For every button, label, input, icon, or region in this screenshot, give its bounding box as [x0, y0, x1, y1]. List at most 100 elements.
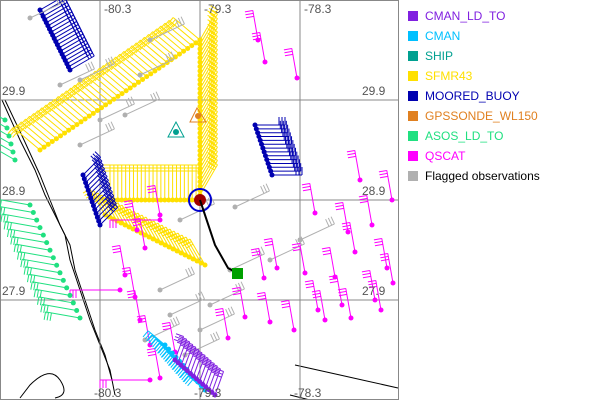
moored-buoy-barb [252, 117, 286, 128]
qscat-barb [111, 244, 128, 278]
legend: CMAN_LD_TO CMAN SHIP SFMR43 MOORED_BUOY GPSSO… [408, 6, 540, 186]
latitude-label: 28.9 [362, 184, 386, 198]
legend-label: ASOS_LD_TO [425, 129, 504, 143]
longitude-label: -78.3 [304, 2, 332, 16]
sfmr43-barb [170, 232, 196, 262]
legend-label: CMAN [425, 29, 461, 43]
qscat-barb [244, 9, 261, 43]
sfmr43-barb [102, 62, 137, 88]
moored-buoy-barb [81, 155, 103, 182]
asos-barb [0, 130, 12, 139]
qscat-barb [373, 237, 390, 271]
legend-label: QSCAT [425, 149, 466, 163]
legend-item: CMAN [408, 26, 540, 46]
moored-buoy-barb [269, 167, 303, 178]
sfmr43-barb [11, 124, 47, 150]
moored-buoy-barb [84, 162, 105, 190]
qscat-barb [283, 47, 300, 81]
longitude-label: -79.3 [204, 2, 232, 16]
legend-swatch [408, 31, 418, 41]
qscat-barb [328, 274, 345, 308]
sfmr43-barb [106, 59, 141, 85]
moored-buoy-barb [67, 48, 95, 73]
moored-buoy-barb [261, 143, 295, 155]
asos-barb [0, 143, 16, 155]
sfmr43-barb [85, 73, 121, 99]
sfmr43-barb [197, 129, 218, 167]
storm-track [199, 199, 243, 279]
qscat-barb [251, 31, 268, 65]
legend-label: MOORED_BUOY [425, 89, 520, 103]
legend-label: GPSSONDE_WL150 [425, 109, 538, 123]
legend-item: Flagged observations [408, 166, 540, 186]
moored-buoy-barb [97, 201, 119, 228]
cman-ld-to-barb [212, 368, 225, 398]
sfmr43-barb [81, 76, 117, 102]
sfmr43-barb [150, 222, 176, 252]
asos-barb [0, 206, 36, 216]
flagged-observation-barb [137, 51, 175, 78]
legend-label: SFMR43 [425, 69, 473, 83]
sfmr43-barb [19, 118, 55, 145]
longitude-label: -80.3 [104, 2, 132, 16]
sfmr43-barb [197, 93, 218, 132]
qscat-barb [99, 377, 153, 388]
moored-buoy-barb [88, 174, 109, 201]
moored-buoy-barb [90, 182, 112, 209]
sfmr43-barb [118, 50, 154, 77]
gpssonde-marker [189, 106, 207, 123]
sfmr43-barb [155, 25, 191, 51]
sfmr43-barb [159, 22, 195, 49]
qscat-barb [136, 314, 153, 348]
sfmr43-barb [174, 234, 200, 264]
moored-buoy-barb [87, 170, 108, 197]
qscat-barb [146, 184, 163, 218]
qscat-barb [280, 299, 297, 333]
moored-buoy-barb [83, 159, 104, 186]
flagged-observation-barb [147, 16, 185, 43]
flagged-observation-barb [197, 306, 235, 333]
sfmr43-barb [114, 53, 150, 80]
ship-marker [167, 120, 185, 138]
qscat-barb [341, 221, 358, 255]
legend-swatch [408, 171, 418, 181]
sfmr43-barb [60, 90, 96, 116]
sfmr43-barb [40, 104, 76, 130]
legend-item: MOORED_BUOY [408, 86, 540, 106]
legend-item: SFMR43 [408, 66, 540, 86]
qscat-barb [379, 252, 396, 286]
legend-item: GPSSONDE_WL150 [408, 106, 540, 126]
flagged-observation-barb [207, 281, 245, 308]
sfmr43-barb [122, 48, 158, 74]
longitude-label: -78.3 [294, 386, 322, 400]
sfmr43-barb [56, 93, 92, 119]
moored-buoy-barb [96, 197, 117, 224]
asos-barb [40, 303, 80, 314]
sfmr43-barb [65, 87, 100, 114]
cman-ld-to-barb [206, 362, 218, 393]
moored-buoy-barb [259, 136, 293, 147]
asos-barb [0, 150, 18, 163]
qscat-barb [311, 289, 328, 323]
legend-swatch [408, 131, 418, 141]
flagged-observation-barb [27, 0, 65, 21]
asos-barb [33, 288, 73, 299]
sfmr43-barb [178, 236, 204, 266]
sfmr43-barb [24, 115, 59, 142]
flagged-observation-barb [77, 121, 115, 148]
sfmr43-barb [7, 127, 43, 153]
legend-swatch [408, 91, 418, 101]
cman-barb [149, 338, 175, 356]
sfmr43-barb [166, 230, 192, 260]
wind-observation-map[interactable]: -80.3 -80.3 -79.3 -79.3 -78.3 -78.3 29.9 29.9 28… [0, 0, 399, 400]
moored-buoy-barb [257, 132, 291, 143]
latitude-label: 27.9 [2, 284, 26, 298]
sfmr43-barb [15, 121, 51, 147]
legend-swatch [408, 71, 418, 81]
moored-buoy-barb [256, 128, 290, 140]
asos-barb [16, 251, 56, 261]
asos-barb [0, 137, 14, 147]
sfmr43-barb [197, 71, 218, 109]
legend-label: Flagged observations [425, 169, 540, 183]
qscat-barb [358, 194, 375, 228]
